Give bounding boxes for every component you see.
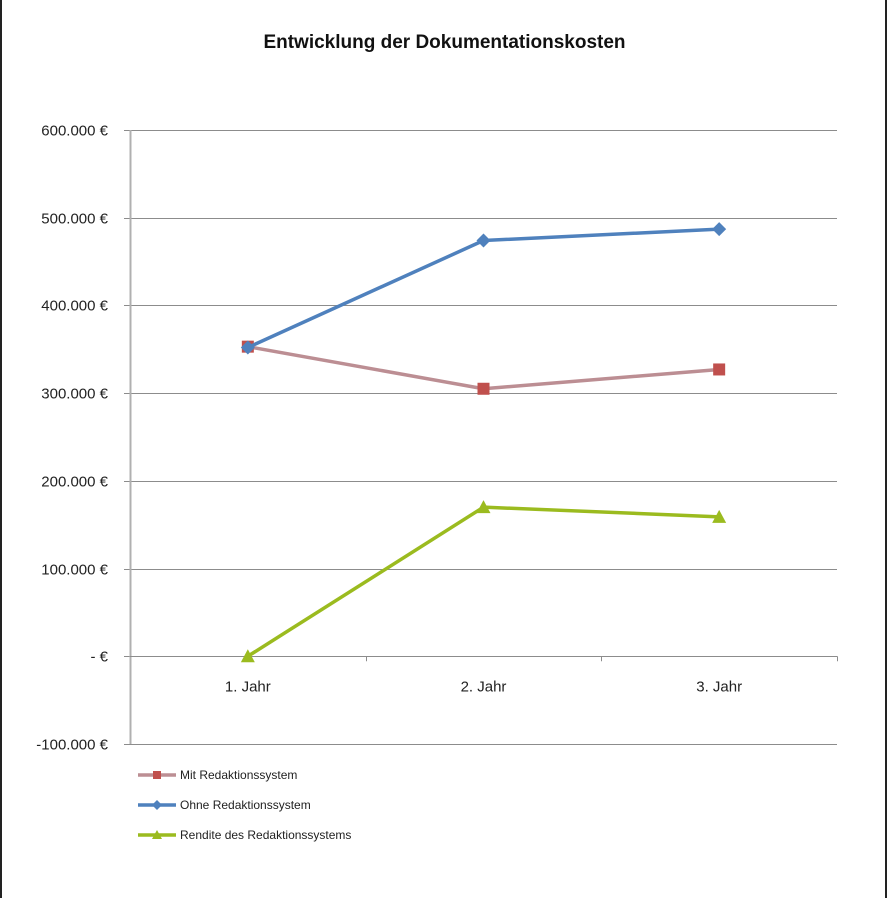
diamond-marker bbox=[712, 222, 727, 237]
y-axis-labels: -100.000 € - € 100.000 € 200.000 € 300.000 €… bbox=[36, 123, 108, 754]
series-triangle bbox=[240, 500, 727, 663]
y-tick-label: - € bbox=[90, 649, 108, 666]
series-diamond bbox=[240, 222, 727, 355]
diamond-marker bbox=[240, 340, 255, 355]
chart-title: Entwicklung der Dokumentationskosten bbox=[263, 32, 626, 53]
square-marker bbox=[477, 382, 490, 395]
legend-label: Mit Redaktionssystem bbox=[180, 768, 297, 782]
triangle-marker bbox=[152, 830, 162, 839]
y-tick-label: 400.000 € bbox=[41, 298, 108, 315]
x-tick-label: 1. Jahr bbox=[225, 678, 271, 695]
square-marker bbox=[153, 771, 161, 779]
triangle-marker bbox=[712, 509, 727, 523]
y-tick-label: 300.000 € bbox=[41, 386, 108, 403]
y-tick-label: 600.000 € bbox=[41, 123, 108, 140]
y-tick-label: 100.000 € bbox=[41, 562, 108, 579]
legend-label: Ohne Redaktionssystem bbox=[180, 798, 311, 812]
legend-item: Mit Redaktionssystem bbox=[138, 768, 297, 782]
x-axis-labels: 1. Jahr 2. Jahr 3. Jahr bbox=[225, 678, 742, 695]
triangle-marker bbox=[476, 500, 491, 514]
x-tick-label: 2. Jahr bbox=[461, 678, 507, 695]
series-line bbox=[247, 344, 720, 391]
diamond-marker bbox=[152, 800, 162, 810]
legend-item: Rendite des Redaktionssystems bbox=[138, 828, 351, 842]
axes bbox=[129, 130, 838, 744]
y-tick-label: 500.000 € bbox=[41, 211, 108, 228]
diamond-marker bbox=[476, 233, 491, 248]
gridlines bbox=[124, 130, 837, 745]
triangle-marker bbox=[240, 649, 255, 663]
x-tick-label: 3. Jahr bbox=[696, 678, 742, 695]
y-tick-label: 200.000 € bbox=[41, 474, 108, 491]
series-lines bbox=[240, 222, 727, 663]
series-line bbox=[246, 505, 720, 658]
y-tick-label: -100.000 € bbox=[36, 737, 108, 754]
square-marker bbox=[713, 363, 726, 376]
series-square bbox=[241, 340, 726, 395]
legend-label: Rendite des Redaktionssystems bbox=[180, 828, 351, 842]
legend: Mit Redaktionssystem Ohne Redaktionssyste… bbox=[138, 768, 351, 842]
legend-item: Ohne Redaktionssystem bbox=[138, 798, 311, 812]
